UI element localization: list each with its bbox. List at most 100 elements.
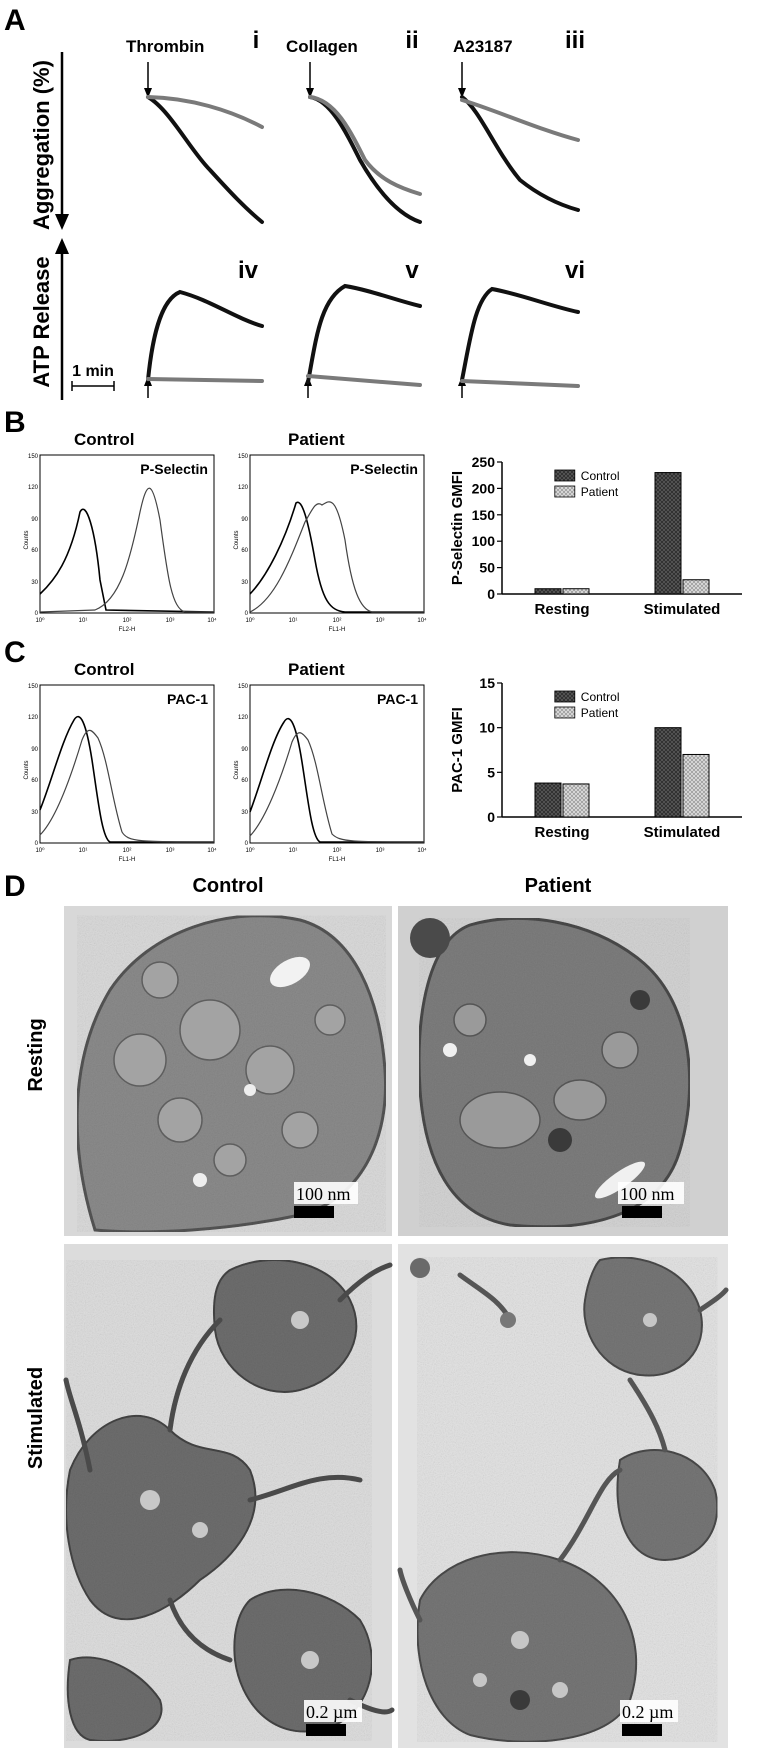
ytick: 150 bbox=[28, 684, 39, 690]
xtick: 10² bbox=[333, 618, 342, 624]
bar-chart-p-selectin: 0 50 100 150 200 250 P-Selectin GMFI Resting Sti… bbox=[449, 454, 742, 618]
panel-c: C Control Patient PAC-1 Counts FL1-H 0 3… bbox=[4, 636, 742, 863]
atp-axis-label: ATP Release bbox=[29, 256, 54, 387]
ytick: 90 bbox=[241, 747, 248, 753]
xtick: 10⁰ bbox=[245, 617, 255, 624]
micrograph-patient-stimulated: 0.2 µm bbox=[397, 1244, 729, 1748]
hist-b-control-marker: P-Selectin bbox=[140, 461, 208, 477]
pselectin-bar-control-stimulated bbox=[654, 472, 682, 595]
ytick: 60 bbox=[31, 548, 38, 554]
ytick: 30 bbox=[31, 580, 38, 586]
row-stimulated: Stimulated bbox=[25, 1367, 47, 1469]
panel-d-label: D bbox=[4, 870, 26, 903]
trace-a23187-aggregation-patient bbox=[460, 98, 580, 142]
hist-c-patient-title: Patient bbox=[288, 660, 345, 679]
agonist-arrows bbox=[144, 62, 466, 398]
panel-b: B Control Patient P-Selectin Counts FL2-… bbox=[4, 406, 742, 633]
pselectin-ytick-label: 200 bbox=[472, 480, 496, 496]
pac1-category-label: Stimulated bbox=[644, 824, 721, 841]
ytick: 60 bbox=[31, 778, 38, 784]
subpanel-v: v bbox=[405, 257, 419, 284]
xtick: 10³ bbox=[166, 848, 175, 854]
hist-b-control-ylabel: Counts bbox=[24, 530, 30, 549]
ytick: 150 bbox=[238, 454, 249, 460]
scale-label-control-resting: 100 nm bbox=[296, 1184, 351, 1204]
xtick: 10¹ bbox=[79, 848, 88, 854]
pac1-bar-control-resting bbox=[534, 782, 562, 818]
pselectin-legend-label-patient: Patient bbox=[581, 485, 619, 499]
agonist-thrombin: Thrombin bbox=[126, 37, 204, 56]
pselectin-legend-label-control: Control bbox=[581, 469, 620, 483]
xtick: 10⁴ bbox=[207, 847, 217, 854]
hist-b-patient-xlabel: FL1-H bbox=[329, 627, 346, 633]
trace-a23187-aggregation-control bbox=[460, 95, 580, 212]
micrograph-control-stimulated: 0.2 µm bbox=[63, 1244, 395, 1748]
xtick: 10³ bbox=[376, 848, 385, 854]
aggregation-axis-label: Aggregation (%) bbox=[29, 60, 54, 230]
xtick: 10² bbox=[123, 848, 132, 854]
ytick: 120 bbox=[238, 485, 249, 491]
hist-c-control-title: Control bbox=[74, 660, 134, 679]
pselectin-bar-patient-resting bbox=[562, 588, 590, 595]
ytick: 90 bbox=[31, 517, 38, 523]
trace-collagen-aggregation-patient bbox=[308, 95, 422, 196]
pselectin-ytick-label: 0 bbox=[487, 586, 495, 602]
xtick: 10² bbox=[333, 848, 342, 854]
ytick: 0 bbox=[35, 841, 39, 847]
pac1-legend-swatch-patient bbox=[554, 706, 576, 719]
pselectin-bar-control-resting bbox=[534, 588, 562, 595]
hist-c-control-ylabel: Counts bbox=[24, 760, 30, 779]
pselectin-category-label: Resting bbox=[534, 601, 589, 618]
hist-b-patient: P-Selectin Counts FL1-H 0 30 60 90 120 1… bbox=[234, 454, 427, 633]
xtick: 10¹ bbox=[289, 848, 298, 854]
panel-a-label: A bbox=[4, 4, 26, 37]
pac1-ylabel: PAC-1 GMFI bbox=[449, 707, 466, 793]
pac1-ytick-label: 5 bbox=[487, 764, 495, 780]
column-control: Control bbox=[192, 875, 263, 897]
hist-c-patient-xlabel: FL1-H bbox=[329, 857, 346, 863]
xtick: 10⁴ bbox=[417, 617, 427, 624]
ytick: 150 bbox=[238, 684, 249, 690]
hist-c-patient: PAC-1 Counts FL1-H 0 30 60 90 120 150 10… bbox=[234, 684, 427, 863]
ytick: 120 bbox=[28, 485, 39, 491]
hist-b-patient-ylabel: Counts bbox=[234, 530, 240, 549]
pac1-bar-control-stimulated bbox=[654, 727, 682, 818]
scale-label-patient-resting: 100 nm bbox=[620, 1184, 675, 1204]
trace-thrombin-atp-patient bbox=[146, 377, 264, 383]
micrograph-control-resting: 100 nm bbox=[64, 906, 392, 1236]
pac1-category-label: Resting bbox=[534, 824, 589, 841]
pac1-bar-patient-stimulated bbox=[682, 753, 710, 818]
xtick: 10¹ bbox=[79, 618, 88, 624]
hist-c-control: PAC-1 Counts FL1-H 0 30 60 90 120 150 10… bbox=[24, 684, 217, 863]
scale-bar-label: 1 min bbox=[72, 363, 114, 380]
trace-thrombin-aggregation-patient bbox=[146, 95, 264, 129]
pac1-bar-patient-resting bbox=[562, 783, 590, 818]
ytick: 30 bbox=[31, 810, 38, 816]
trace-thrombin-atp-control bbox=[146, 289, 264, 382]
ytick: 120 bbox=[238, 715, 249, 721]
pselectin-ytick-label: 250 bbox=[472, 454, 496, 470]
pselectin-ylabel: P-Selectin GMFI bbox=[449, 471, 466, 585]
xtick: 10³ bbox=[376, 618, 385, 624]
trace-a23187-atp-patient bbox=[460, 379, 580, 388]
ytick: 0 bbox=[245, 841, 249, 847]
hist-c-patient-marker: PAC-1 bbox=[377, 691, 418, 707]
hist-c-control-xlabel: FL1-H bbox=[119, 857, 136, 863]
atp-arrowhead bbox=[55, 238, 69, 254]
ytick: 30 bbox=[241, 810, 248, 816]
hist-b-control: P-Selectin Counts FL2-H 0 30 60 90 120 1… bbox=[24, 454, 217, 633]
subpanel-vi: vi bbox=[565, 257, 585, 284]
xtick: 10⁴ bbox=[207, 617, 217, 624]
ytick: 0 bbox=[35, 611, 39, 617]
ytick: 30 bbox=[241, 580, 248, 586]
subpanel-i: i bbox=[253, 27, 260, 54]
pselectin-ytick-label: 150 bbox=[472, 507, 496, 523]
trace-collagen-atp-control bbox=[306, 283, 422, 384]
subpanel-iv: iv bbox=[238, 257, 259, 284]
panel-a: A Aggregation (%) ATP Release 1 min Thro… bbox=[4, 4, 585, 400]
hist-b-patient-title: Patient bbox=[288, 430, 345, 449]
agonist-collagen: Collagen bbox=[286, 37, 358, 56]
pselectin-bar-patient-stimulated bbox=[682, 579, 710, 595]
micrograph-patient-resting: 100 nm bbox=[398, 906, 728, 1236]
pac1-ytick-label: 0 bbox=[487, 809, 495, 825]
